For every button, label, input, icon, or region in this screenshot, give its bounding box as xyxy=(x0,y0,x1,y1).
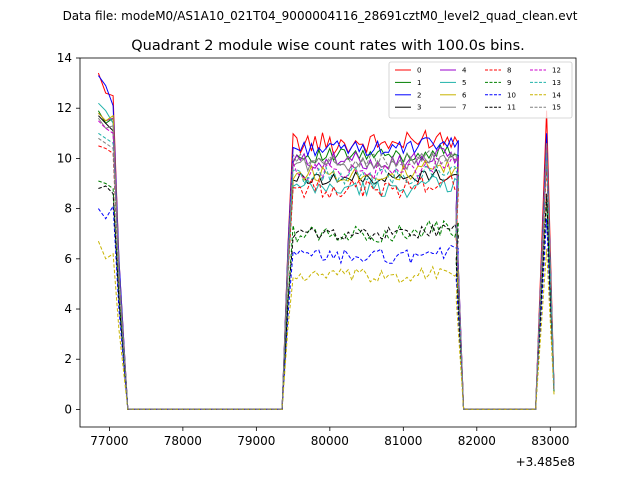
x-tick-label: 83000 xyxy=(531,434,569,448)
y-tick-label: 12 xyxy=(57,101,72,115)
data-file-label: Data file: modeM0/AS1A10_021T04_90000041… xyxy=(63,9,578,23)
x-axis: 77000 78000 79000 80000 81000 82000 83000 xyxy=(90,427,569,448)
legend-label-8: 8 xyxy=(507,67,511,75)
y-tick-label: 0 xyxy=(64,402,72,416)
legend-label-4: 4 xyxy=(462,67,467,75)
legend-label-6: 6 xyxy=(462,91,467,99)
x-tick-label: 77000 xyxy=(90,434,128,448)
x-tick-label: 82000 xyxy=(458,434,496,448)
legend-label-14: 14 xyxy=(552,91,561,99)
legend-label-9: 9 xyxy=(507,79,511,87)
series-line-11 xyxy=(98,185,555,410)
legend-box xyxy=(388,61,573,119)
legend-label-3: 3 xyxy=(417,104,421,112)
series-layer xyxy=(97,72,555,410)
axes-frame xyxy=(79,57,577,428)
legend-label-7: 7 xyxy=(462,104,466,112)
x-tick-label: 79000 xyxy=(237,434,275,448)
x-offset-label: +3.485e8 xyxy=(516,455,575,469)
y-tick-label: 6 xyxy=(64,252,72,266)
x-tick-label: 81000 xyxy=(384,434,422,448)
series-line-13 xyxy=(98,132,555,410)
series-line-15 xyxy=(98,137,555,410)
y-tick-label: 14 xyxy=(57,51,72,65)
series-line-5 xyxy=(98,102,555,410)
series-line-0 xyxy=(97,72,555,410)
legend-label-11: 11 xyxy=(507,104,516,112)
series-line-7 xyxy=(97,117,555,410)
series-line-9 xyxy=(98,180,555,410)
series-line-8 xyxy=(98,145,555,410)
plot-area: 77000 78000 79000 80000 81000 82000 83000 0 2 4 6… xyxy=(57,51,577,469)
x-tick-label: 80000 xyxy=(311,434,349,448)
y-axis: 0 2 4 6 8 10 12 14 xyxy=(57,51,80,416)
y-tick-label: 4 xyxy=(64,302,72,316)
series-line-14 xyxy=(97,241,555,410)
legend-label-15: 15 xyxy=(552,104,561,112)
series-line-3 xyxy=(98,115,555,410)
series-line-2 xyxy=(97,75,555,410)
legend-label-1: 1 xyxy=(417,79,421,87)
series-line-12 xyxy=(98,120,555,410)
legend-label-13: 13 xyxy=(552,79,561,87)
plot-background xyxy=(80,58,576,427)
legend-label-12: 12 xyxy=(552,67,561,75)
legend-label-2: 2 xyxy=(417,91,421,99)
series-line-10 xyxy=(97,204,555,410)
chart-title: Quadrant 2 module wise count rates with … xyxy=(131,38,525,54)
y-tick-label: 8 xyxy=(64,202,72,216)
legend-label-5: 5 xyxy=(462,79,466,87)
x-tick-label: 78000 xyxy=(164,434,202,448)
legend-label-0: 0 xyxy=(417,67,421,75)
y-tick-label: 2 xyxy=(64,352,72,366)
y-tick-label: 10 xyxy=(57,151,72,165)
legend-label-10: 10 xyxy=(507,91,516,99)
